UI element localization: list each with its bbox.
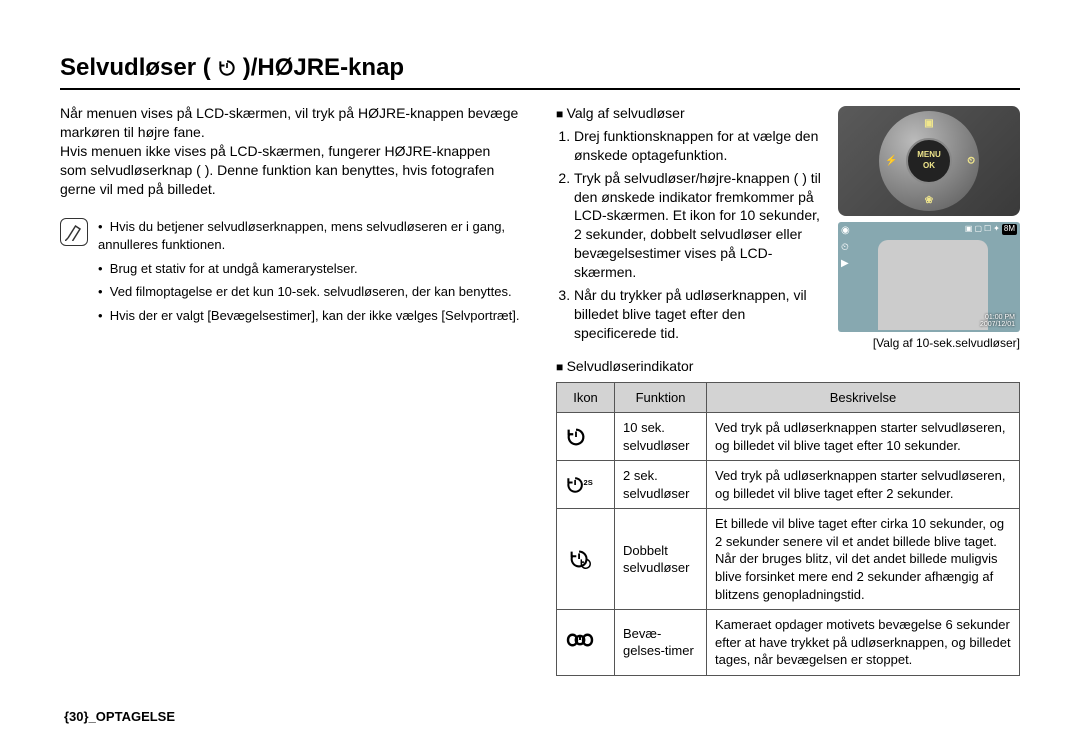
preview-icon: ▣ bbox=[965, 224, 973, 235]
motion-timer-icon bbox=[565, 629, 595, 656]
cell-icon: 2S bbox=[557, 461, 615, 509]
preview-date: 2007/12/01 bbox=[980, 321, 1015, 329]
table-row: Dobbelt selvudløser Et billede vil blive… bbox=[557, 509, 1020, 610]
th-func: Funktion bbox=[615, 382, 707, 413]
dpad-outer: ▣ ❀ ⚡ ⏲ MENU OK bbox=[879, 111, 979, 211]
timer-10s-icon bbox=[565, 426, 587, 448]
cell-icon bbox=[557, 413, 615, 461]
dpad-center-bottom: OK bbox=[923, 161, 935, 172]
step-item: Drej funktionsknappen for at vælge den ø… bbox=[574, 127, 824, 165]
dpad-graphic: ▣ ❀ ⚡ ⏲ MENU OK bbox=[838, 106, 1020, 216]
note-item: Hvis du betjener selvudløserknappen, men… bbox=[98, 218, 520, 253]
cell-icon bbox=[557, 509, 615, 610]
left-paragraph: Når menuen vises på LCD-skærmen, vil try… bbox=[60, 104, 520, 198]
note-item: Hvis der er valgt [Bevægelsestimer], kan… bbox=[98, 307, 520, 325]
timer-icon bbox=[217, 58, 237, 78]
cell-func: 10 sek. selvudløser bbox=[615, 413, 707, 461]
cell-desc: Et billede vil blive taget efter cirka 1… bbox=[707, 509, 1020, 610]
preview-play-icon: ▶ bbox=[841, 257, 850, 271]
step-item: Når du trykker på udløserknappen, vil bi… bbox=[574, 286, 824, 343]
preview-block: ◉ ⏲ ▶ ▣ ▢ ☐ ✦ 8M 01:00 PM 2007/12/01 [Va… bbox=[838, 222, 1020, 351]
cell-func: 2 sek. selvudløser bbox=[615, 461, 707, 509]
th-desc: Beskrivelse bbox=[707, 382, 1020, 413]
preview-caption: [Valg af 10-sek.selvudløser] bbox=[838, 335, 1020, 351]
page-title: Selvudløser ( )/HØJRE-knap bbox=[60, 54, 1020, 90]
note-icon bbox=[60, 218, 88, 246]
steps-list: Drej funktionsknappen for at vælge den ø… bbox=[556, 127, 824, 343]
right-column: Valg af selvudløser Drej funktionsknappe… bbox=[556, 104, 1020, 676]
step-item: Tryk på selvudløser/højre-knappen ( ) ti… bbox=[574, 169, 824, 282]
preview-icon: ✦ bbox=[993, 224, 1000, 235]
cell-icon bbox=[557, 610, 615, 676]
title-suffix: )/HØJRE-knap bbox=[243, 54, 404, 82]
preview-datetime: 01:00 PM 2007/12/01 bbox=[980, 314, 1015, 329]
table-row: 2S 2 sek. selvudløser Ved tryk på udløse… bbox=[557, 461, 1020, 509]
table-row: 10 sek. selvudløser Ved tryk på udløserk… bbox=[557, 413, 1020, 461]
th-icon: Ikon bbox=[557, 382, 615, 413]
table-head-row: Ikon Funktion Beskrivelse bbox=[557, 382, 1020, 413]
indicator-table: Ikon Funktion Beskrivelse 10 sek. selvud… bbox=[556, 382, 1020, 676]
cell-func: Dobbelt selvudløser bbox=[615, 509, 707, 610]
preview-mode-icon: ◉ bbox=[841, 224, 850, 238]
preview-icon: ▢ bbox=[974, 224, 982, 235]
timer-double-icon bbox=[565, 546, 595, 572]
preview-subjects bbox=[878, 240, 988, 330]
cell-desc: Kameraet opdager motivets bevægelse 6 se… bbox=[707, 610, 1020, 676]
preview-icon: ☐ bbox=[984, 224, 991, 235]
note-list: Hvis du betjener selvudløserknappen, men… bbox=[98, 218, 520, 330]
cell-desc: Ved tryk på udløserknappen starter selvu… bbox=[707, 461, 1020, 509]
preview-image: ◉ ⏲ ▶ ▣ ▢ ☐ ✦ 8M 01:00 PM 2007/12/01 bbox=[838, 222, 1020, 332]
dpad-up-icon: ▣ bbox=[924, 117, 933, 131]
preview-left-icons: ◉ ⏲ ▶ bbox=[841, 224, 850, 271]
table-row: Bevæ-gelses-timer Kameraet opdager motiv… bbox=[557, 610, 1020, 676]
dpad-center-top: MENU bbox=[917, 150, 941, 161]
preview-timer-icon: ⏲ bbox=[841, 241, 850, 255]
cell-desc: Ved tryk på udløserknappen starter selvu… bbox=[707, 413, 1020, 461]
selection-header: Valg af selvudløser bbox=[556, 104, 824, 123]
svg-text:2S: 2S bbox=[584, 478, 593, 487]
left-column: Når menuen vises på LCD-skærmen, vil try… bbox=[60, 104, 520, 676]
content-columns: Når menuen vises på LCD-skærmen, vil try… bbox=[60, 104, 1020, 676]
timer-2s-icon: 2S bbox=[565, 474, 597, 496]
preview-badge: 8M bbox=[1002, 224, 1017, 235]
dpad-right-icon: ⏲ bbox=[967, 154, 975, 168]
note-item: Ved filmoptagelse er det kun 10-sek. sel… bbox=[98, 283, 520, 301]
preview-top-icons: ▣ ▢ ☐ ✦ 8M bbox=[965, 224, 1017, 235]
note-item: Brug et stativ for at undgå kamerarystel… bbox=[98, 260, 520, 278]
page-footer: {30}_OPTAGELSE bbox=[64, 709, 175, 724]
note-box: Hvis du betjener selvudløserknappen, men… bbox=[60, 218, 520, 330]
dpad-down-icon: ❀ bbox=[925, 194, 933, 208]
title-prefix: Selvudløser ( bbox=[60, 54, 211, 82]
dpad-center: MENU OK bbox=[906, 138, 952, 184]
dpad-left-icon: ⚡ bbox=[885, 154, 897, 168]
indicator-header: Selvudløserindikator bbox=[556, 357, 1020, 376]
cell-func: Bevæ-gelses-timer bbox=[615, 610, 707, 676]
